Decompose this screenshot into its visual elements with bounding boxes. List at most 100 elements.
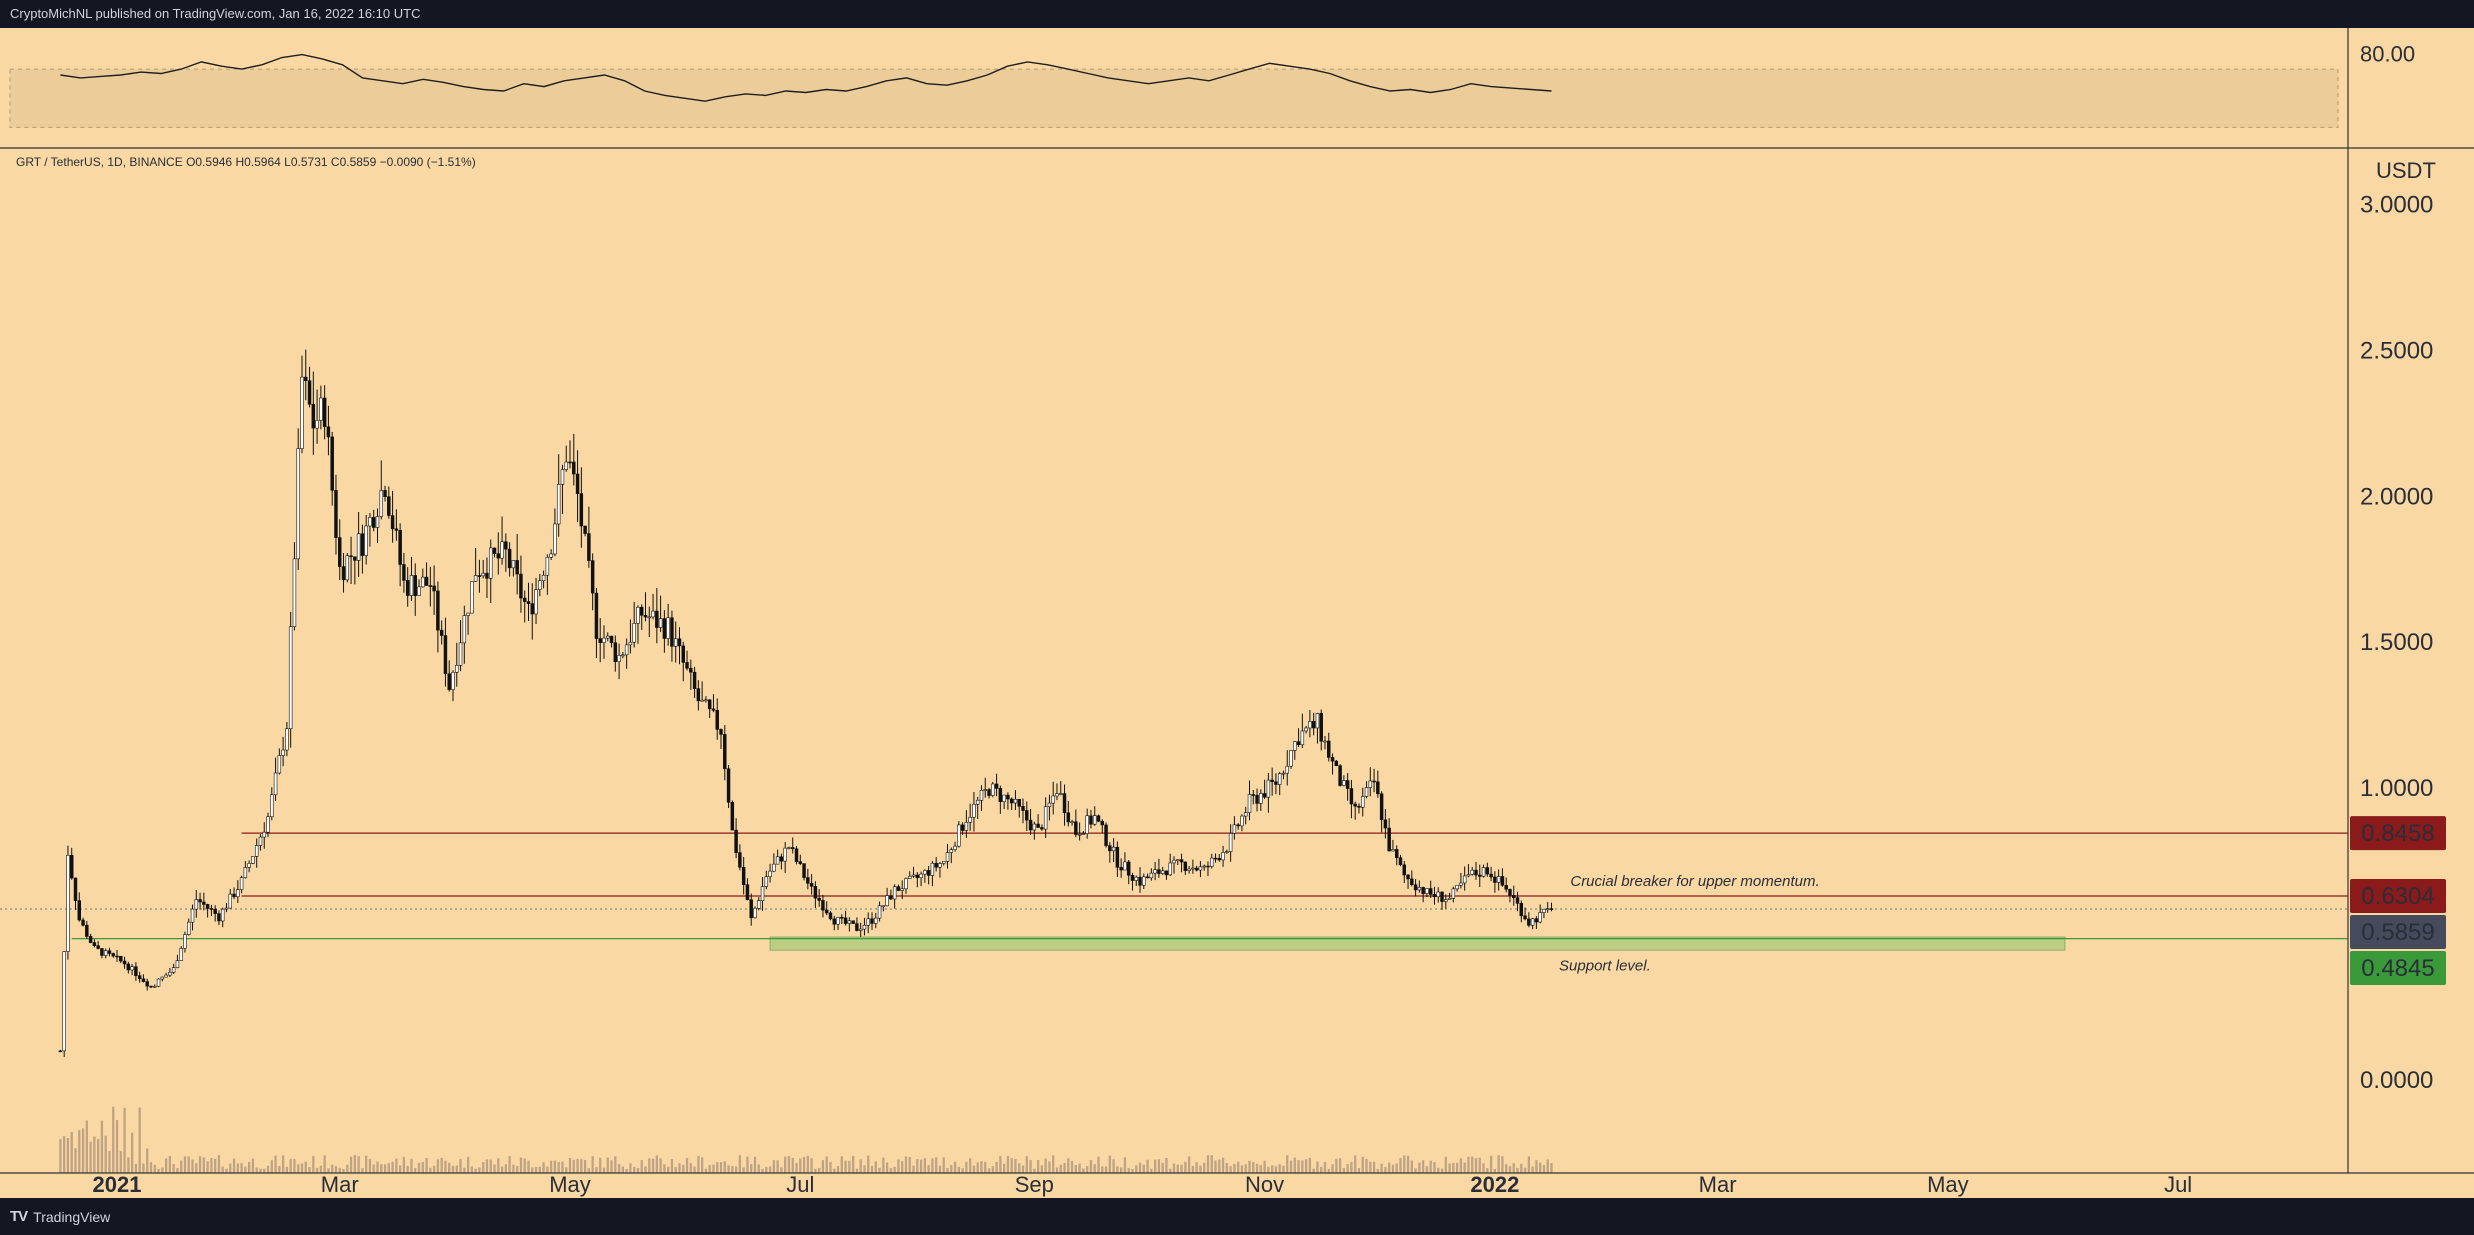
candle-body <box>477 575 482 577</box>
candle-body <box>719 729 723 735</box>
volume-bar <box>319 1165 323 1173</box>
volume-bar <box>1354 1155 1357 1173</box>
candle-body <box>1368 780 1373 788</box>
volume-bar <box>625 1168 628 1173</box>
legend-change: −0.0090 (−1.51%) <box>380 155 476 169</box>
volume-bar <box>500 1166 504 1173</box>
volume-bar <box>395 1158 398 1173</box>
candle-body <box>1191 867 1195 870</box>
candle-body <box>1243 812 1248 817</box>
volume-bar <box>81 1128 85 1173</box>
volume-bar <box>712 1164 715 1173</box>
candle-body <box>92 942 97 946</box>
volume-bar <box>244 1166 247 1173</box>
candle-body <box>213 908 217 914</box>
candle-body <box>111 953 115 957</box>
candle-body <box>960 824 965 831</box>
volume-bar <box>119 1151 122 1173</box>
volume-bar <box>1297 1160 1300 1173</box>
candle-body <box>341 566 346 581</box>
candle-body <box>1043 806 1048 830</box>
volume-bar <box>89 1141 92 1173</box>
candle-body <box>1119 867 1123 871</box>
volume-bar <box>1176 1164 1179 1173</box>
volume-bar <box>648 1158 651 1173</box>
volume-bar <box>183 1156 187 1173</box>
volume-bar <box>1006 1156 1010 1173</box>
volume-bar <box>285 1166 289 1173</box>
candle-body <box>398 530 402 565</box>
volume-bar <box>421 1162 424 1173</box>
volume-bar <box>1455 1162 1459 1173</box>
volume-bar <box>636 1168 640 1173</box>
volume-bar <box>825 1156 828 1173</box>
volume-bar <box>70 1131 73 1173</box>
candle-body <box>1108 845 1112 852</box>
volume-bar <box>855 1168 859 1173</box>
volume-bar <box>716 1162 719 1173</box>
volume-bar <box>946 1168 949 1173</box>
candle-body <box>870 918 874 924</box>
candle-body <box>507 548 512 569</box>
candle-body <box>1289 750 1293 767</box>
volume-bar <box>1052 1155 1055 1173</box>
candle-body <box>1021 806 1025 811</box>
candle-body <box>1006 794 1010 800</box>
volume-bar <box>1542 1165 1546 1173</box>
candle-body <box>183 934 187 949</box>
volume-bar <box>734 1166 738 1173</box>
volume-bar <box>1429 1160 1432 1173</box>
candle-body <box>1202 865 1206 868</box>
support-zone <box>769 936 2066 951</box>
tradingview-logo[interactable]: TV TradingView <box>10 1208 110 1225</box>
price-chart[interactable]: 80.00 GRT / TetherUS, 1D, BINANCE O0.594… <box>0 28 2474 1198</box>
volume-bar <box>908 1157 911 1173</box>
volume-bar <box>1482 1163 1485 1173</box>
candle-body <box>651 610 655 618</box>
candle-body <box>315 420 319 429</box>
candle-body <box>1059 793 1063 795</box>
volume-bar <box>115 1120 119 1173</box>
volume-bar <box>66 1138 70 1173</box>
volume-bar <box>961 1168 964 1173</box>
candle-body <box>658 618 663 628</box>
candle-body <box>1394 849 1399 859</box>
candle-body <box>862 924 867 930</box>
volume-bar <box>380 1164 383 1173</box>
volume-bar <box>802 1156 806 1173</box>
candle-body <box>700 699 704 702</box>
candle-body <box>836 916 840 925</box>
volume-bar <box>1221 1157 1225 1173</box>
volume-bar <box>1104 1166 1108 1173</box>
volume-bar <box>768 1166 772 1173</box>
volume-bar <box>1274 1166 1278 1173</box>
candle-body <box>1383 819 1388 829</box>
volume-bar <box>1248 1160 1251 1173</box>
volume-bar <box>383 1164 387 1173</box>
candle-body <box>1447 897 1452 900</box>
candle-body <box>353 556 357 561</box>
candle-body <box>628 641 633 646</box>
volume-bar <box>761 1168 764 1173</box>
candle-body <box>1481 867 1486 877</box>
candle-body <box>919 873 923 878</box>
candle-body <box>889 895 893 900</box>
volume-bar <box>1346 1163 1349 1173</box>
volume-bar <box>1161 1162 1164 1173</box>
x-tick-label: Mar <box>1699 1172 1737 1197</box>
volume-bar <box>130 1132 134 1173</box>
candle-body <box>545 556 550 576</box>
candle-body <box>583 525 587 534</box>
volume-bar <box>1138 1162 1142 1173</box>
candle-body <box>787 847 791 849</box>
legend-c-label: C <box>331 155 340 169</box>
candle-body <box>1168 862 1172 876</box>
volume-bar <box>1048 1161 1051 1173</box>
volume-bar <box>874 1161 877 1173</box>
volume-bar <box>1237 1161 1240 1173</box>
volume-bar <box>689 1163 692 1173</box>
candle-body <box>375 516 380 528</box>
volume-bar <box>455 1165 458 1173</box>
volume-bar <box>1293 1157 1296 1173</box>
candle-body <box>1387 827 1391 852</box>
